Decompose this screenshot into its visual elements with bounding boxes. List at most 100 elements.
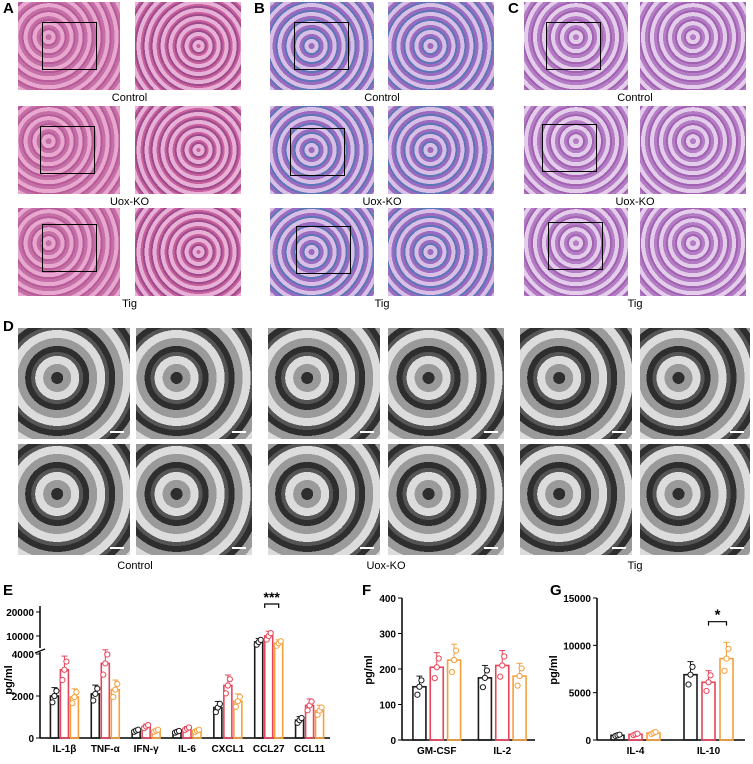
em-image <box>268 444 380 555</box>
histology-image <box>524 106 628 194</box>
histology-image <box>18 208 120 296</box>
panel-letter-b: B <box>254 0 265 17</box>
histology-label: Uox-KO <box>362 196 402 208</box>
y-tick-label: 10000 <box>6 632 34 643</box>
data-point <box>224 682 231 689</box>
data-point <box>63 658 70 665</box>
x-tick-label: CCL11 <box>294 744 326 755</box>
histology-label: Tig <box>627 298 643 310</box>
histology-zoom-image <box>640 2 746 90</box>
chart-f: 0 100 200 300 400 pg/ml GM-CSF IL-2 <box>363 594 535 757</box>
histology-label: Control <box>364 92 400 104</box>
data-point <box>452 647 460 654</box>
data-point <box>226 676 233 683</box>
data-point <box>725 645 732 652</box>
data-point <box>448 669 456 676</box>
significance-bracket <box>264 603 280 608</box>
histology-zoom-image <box>640 208 746 296</box>
panel-letter-a: A <box>3 0 14 17</box>
data-point <box>216 700 223 707</box>
y-tick-label: 0 <box>585 736 591 747</box>
data-point <box>298 714 305 722</box>
y-tick-label: 200 <box>379 665 396 676</box>
data-point <box>705 679 712 686</box>
y-tick-label: 4000 <box>12 650 35 661</box>
em-label: Control <box>117 560 153 572</box>
data-point <box>59 676 66 684</box>
histology-label: Control <box>617 92 653 104</box>
panel-letter-d: D <box>3 318 14 335</box>
data-point <box>257 636 264 643</box>
y-tick-label: 2000 <box>12 692 35 703</box>
data-point <box>450 657 458 664</box>
data-point <box>73 689 80 696</box>
data-point <box>497 673 504 680</box>
zoom-box <box>546 22 601 70</box>
data-point <box>687 671 694 678</box>
x-tick-label: IL-6 <box>178 744 196 755</box>
data-point <box>707 672 714 679</box>
data-point <box>689 663 696 670</box>
data-point <box>104 651 111 658</box>
axis-break <box>34 648 46 654</box>
em-label: Tig <box>627 560 643 572</box>
data-point <box>277 638 284 645</box>
em-image <box>268 328 380 439</box>
y-axis-label: pg/ml <box>363 655 375 684</box>
em-label: Uox-KO <box>366 560 406 572</box>
data-point <box>721 667 728 674</box>
y-tick-label: 20000 <box>6 608 34 619</box>
em-image <box>640 444 750 555</box>
bar <box>253 641 264 739</box>
x-tick-label: CCL27 <box>253 744 285 755</box>
y-tick-label: 15000 <box>563 594 591 605</box>
histology-zoom-image <box>388 2 494 90</box>
data-point <box>61 666 68 673</box>
em-image <box>136 444 252 555</box>
x-tick-label: TNF-α <box>91 744 121 755</box>
x-tick-label: CXCL1 <box>211 744 244 755</box>
data-point <box>155 726 162 733</box>
data-point <box>175 727 183 735</box>
em-image <box>136 328 252 439</box>
data-point <box>236 693 243 700</box>
em-image <box>18 328 130 439</box>
histology-zoom-image <box>135 2 241 90</box>
histology-zoom-image <box>388 208 494 296</box>
histology-zoom-image <box>388 106 494 194</box>
data-point <box>479 684 487 691</box>
data-point <box>499 662 506 669</box>
y-axis-label: pg/ml <box>3 665 15 694</box>
zoom-box <box>42 224 97 272</box>
em-image <box>520 328 632 439</box>
y-tick-label: 10000 <box>563 641 591 652</box>
bar <box>273 642 284 739</box>
zoom-box <box>296 226 351 274</box>
histology-zoom-image <box>135 106 241 194</box>
data-point <box>501 653 508 660</box>
zoom-box <box>542 124 597 172</box>
data-point <box>318 704 325 711</box>
x-tick-label: IL-1β <box>52 744 76 755</box>
zoom-box <box>290 128 345 176</box>
histology-image <box>18 2 120 90</box>
y-tick-label: 300 <box>379 630 396 641</box>
data-point <box>433 664 440 671</box>
data-point <box>94 685 101 692</box>
histology-image <box>18 106 120 194</box>
panel-letter-f: F <box>362 582 372 599</box>
zoom-box <box>42 22 97 70</box>
significance-bracket <box>707 621 728 626</box>
x-tick-label: IL-10 <box>697 746 721 757</box>
em-image <box>520 444 632 555</box>
data-point <box>49 699 56 706</box>
data-point <box>53 687 60 695</box>
data-point <box>723 655 730 662</box>
data-point <box>518 665 525 672</box>
data-point <box>51 692 58 700</box>
data-point <box>435 655 442 662</box>
y-tick-label: 0 <box>28 734 34 745</box>
data-point <box>652 728 659 736</box>
data-point <box>418 677 425 684</box>
data-point <box>112 686 119 693</box>
